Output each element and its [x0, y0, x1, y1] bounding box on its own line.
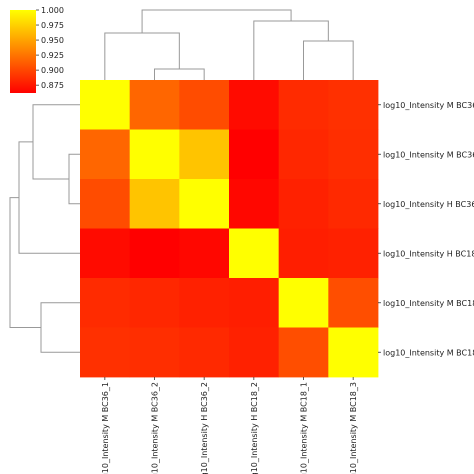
row-dendrogram-link	[40, 302, 80, 353]
heatmap-cell-r5-c3	[229, 327, 280, 378]
row-label: log10_Intensity H BC18_2	[383, 249, 474, 258]
heatmap-cell-r2-c2	[179, 179, 230, 229]
colorbar-gradient	[10, 10, 36, 93]
colorbar-tick-label: 0.975	[41, 21, 64, 30]
colorbar-tick-label: 0.950	[41, 36, 64, 45]
heatmap-cell-r0-c5	[328, 80, 379, 130]
heatmap-cell-r3-c4	[278, 228, 329, 279]
heatmap-cell-r1-c3	[229, 129, 280, 180]
heatmap-cell-r3-c5	[328, 228, 379, 279]
heatmap-cell-r1-c1	[129, 129, 180, 180]
heatmap-cell-r5-c5	[328, 327, 379, 378]
column-labels: log10_Intensity M BC36_1 log10_Intensity …	[101, 377, 358, 474]
heatmap-cell-r3-c3	[229, 228, 280, 279]
colorbar-tick-label: 0.875	[41, 81, 64, 90]
heatmap-cell-r2-c3	[229, 179, 280, 229]
column-label: log10_Intensity H BC18_2	[250, 382, 259, 474]
row-label: log10_Intensity H BC36_2	[383, 200, 474, 209]
col-dendrogram-link	[303, 40, 354, 80]
col-dendrogram-link	[104, 32, 180, 80]
column-dendrogram	[104, 9, 354, 80]
heatmap-cell-r0-c3	[229, 80, 280, 130]
row-label: log10_Intensity M BC36_2	[383, 150, 474, 159]
heatmap-cell-r5-c1	[129, 327, 180, 378]
row-label: log10_Intensity M BC36_1	[383, 101, 474, 110]
colorbar-tick-label: 0.925	[41, 51, 64, 60]
heatmap-cell-r5-c2	[179, 327, 230, 378]
heatmap-cell-r0-c4	[278, 80, 329, 130]
heatmap-cell-r4-c5	[328, 278, 379, 328]
row-label: log10_Intensity M BC18_3	[383, 348, 474, 357]
heatmap-cell-r4-c0	[80, 278, 131, 328]
heatmap-cell-r2-c0	[80, 179, 131, 229]
heatmap-cell-r5-c4	[278, 327, 329, 378]
heatmap-cell-r2-c4	[278, 179, 329, 229]
heatmap-cell-r4-c3	[229, 278, 280, 328]
heatmap-cell-r1-c0	[80, 129, 131, 180]
row-labels: log10_Intensity M BC36_1 log10_Intensity …	[378, 101, 474, 357]
heatmap-cell-r1-c5	[328, 129, 379, 180]
row-dendrogram	[9, 104, 80, 353]
heatmap-cell-r1-c2	[179, 129, 230, 180]
column-label: log10_Intensity M BC18_3	[349, 382, 358, 474]
col-dendrogram-link	[141, 9, 292, 33]
colorbar-tick-label: 1.000	[41, 6, 64, 15]
heatmap-cell-r0-c1	[129, 80, 180, 130]
heatmap-cell-r1-c4	[278, 129, 329, 180]
heatmap-cell-r3-c1	[129, 228, 180, 279]
row-dendrogram-link	[68, 153, 80, 205]
row-dendrogram-link	[9, 197, 41, 328]
heatmap-cell-r4-c4	[278, 278, 329, 328]
row-label: log10_Intensity M BC18_1	[383, 299, 474, 308]
heatmap-cell-r4-c1	[129, 278, 180, 328]
heatmap-cell-r2-c1	[129, 179, 180, 229]
column-label: log10_Intensity M BC36_1	[101, 382, 110, 474]
row-dendrogram-link	[18, 141, 80, 254]
colorbar: 1.000 0.975 0.950 0.925 0.900 0.875	[10, 6, 64, 93]
row-dendrogram-link	[32, 104, 80, 180]
column-label: log10_Intensity M BC36_2	[151, 382, 160, 474]
col-dendrogram-link	[154, 68, 205, 80]
column-label: log10_Intensity M BC18_1	[300, 382, 309, 474]
heatmap-cell-r5-c0	[80, 327, 131, 378]
heatmap-cell-r4-c2	[179, 278, 230, 328]
heatmap-cell-r3-c2	[179, 228, 230, 279]
heatmap-cell-r0-c0	[80, 80, 131, 130]
heatmap-cell-r3-c0	[80, 228, 131, 279]
heatmap-cell-r0-c2	[179, 80, 230, 130]
heatmap-grid	[80, 80, 379, 378]
heatmap-cell-r2-c5	[328, 179, 379, 229]
colorbar-tick-label: 0.900	[41, 66, 64, 75]
col-dendrogram-link	[253, 20, 329, 80]
column-label: log10_Intensity H BC36_2	[200, 382, 209, 474]
